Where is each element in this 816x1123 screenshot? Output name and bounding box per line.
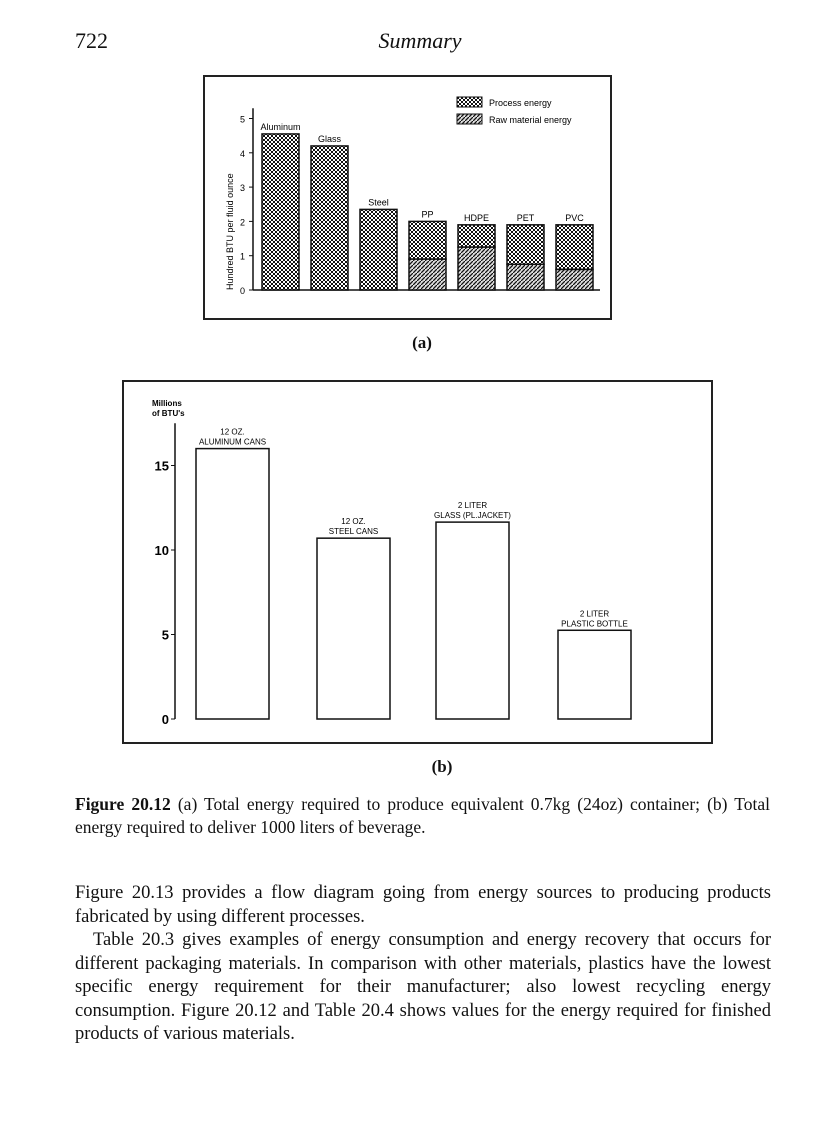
y-axis-label: of BTU's bbox=[152, 409, 185, 418]
y-tick-label: 2 bbox=[240, 217, 245, 227]
caption-text: (a) Total energy required to produce equ… bbox=[75, 794, 771, 837]
figure-a-label: (a) bbox=[412, 333, 432, 352]
y-tick-label: 10 bbox=[155, 543, 169, 558]
bar-process-energy bbox=[457, 224, 496, 248]
legend-swatch bbox=[456, 96, 483, 108]
paragraph: Figure 20.13 provides a flow diagram goi… bbox=[75, 883, 771, 927]
bar-category-label: Steel bbox=[368, 197, 389, 207]
bar-label-line1: 12 OZ. bbox=[341, 517, 365, 526]
y-axis-label: Hundred BTU per fluid ounce bbox=[225, 173, 235, 290]
legend-label: Process energy bbox=[489, 98, 552, 108]
bar-category-label: HDPE bbox=[464, 213, 489, 223]
legend-label: Raw material energy bbox=[489, 115, 572, 125]
bar-category-label: PET bbox=[517, 213, 535, 223]
y-tick-label: 0 bbox=[162, 712, 169, 727]
bar-category-label: Aluminum bbox=[260, 122, 300, 132]
caption-figure-id: Figure 20.12 bbox=[75, 794, 171, 814]
bar-raw-material-energy bbox=[506, 263, 545, 291]
bar-process-energy bbox=[506, 224, 545, 266]
bar-label-line2: ALUMINUM CANS bbox=[199, 438, 266, 447]
bar-process-energy bbox=[310, 145, 349, 291]
legend-swatch bbox=[456, 113, 483, 125]
y-tick-label: 3 bbox=[240, 183, 245, 193]
y-tick-label: 15 bbox=[155, 459, 169, 474]
bar-label-line2: STEEL CANS bbox=[329, 527, 379, 536]
y-tick-label: 5 bbox=[162, 628, 169, 643]
bar bbox=[316, 537, 391, 720]
y-tick-label: 1 bbox=[240, 252, 245, 262]
bar-label-line1: 12 OZ. bbox=[220, 428, 244, 437]
y-tick-label: 0 bbox=[240, 286, 245, 296]
running-title: Summary bbox=[378, 28, 462, 53]
bar bbox=[557, 629, 632, 720]
bar-label-line2: GLASS (PL.JACKET) bbox=[434, 511, 511, 520]
bar-label-line1: 2 LITER bbox=[458, 501, 488, 510]
bar-process-energy bbox=[408, 220, 447, 260]
bar-raw-material-energy bbox=[457, 246, 496, 291]
bar-raw-material-energy bbox=[408, 258, 447, 291]
y-axis-label: Millions bbox=[152, 399, 182, 408]
bar-raw-material-energy bbox=[555, 268, 594, 291]
figure-b-chart: 0 5 10 15 Millions of BTU's 12 OZ. ALUMINUM CAN… bbox=[122, 380, 713, 744]
y-tick-label: 4 bbox=[240, 149, 245, 159]
figure-a-svg: 0 1 2 3 4 5 Hundred BTU per fluid ounce Aluminu… bbox=[225, 96, 600, 296]
bar-process-energy bbox=[555, 224, 594, 271]
bar-category-label: PP bbox=[421, 209, 433, 219]
bar bbox=[435, 521, 510, 720]
bar-process-energy bbox=[261, 133, 300, 291]
figure-caption: Figure 20.12 (a) Total energy required t… bbox=[75, 793, 770, 839]
y-tick-label: 5 bbox=[240, 115, 245, 125]
figure-a-chart: 0 1 2 3 4 5 Hundred BTU per fluid ounce Aluminu… bbox=[203, 75, 612, 320]
bar-category-label: Glass bbox=[318, 134, 342, 144]
bar bbox=[195, 447, 270, 720]
figure-b-label: (b) bbox=[431, 757, 453, 776]
bar-label-line2: PLASTIC BOTTLE bbox=[561, 619, 628, 628]
bar-label-line1: 2 LITER bbox=[580, 609, 610, 618]
paragraph: Table 20.3 gives examples of energy cons… bbox=[75, 930, 771, 1044]
page-number: 722 bbox=[75, 28, 108, 53]
body-text: Figure 20.13 provides a flow diagram goi… bbox=[75, 882, 771, 1047]
bar-category-label: PVC bbox=[565, 213, 584, 223]
bar-process-energy bbox=[359, 208, 398, 291]
